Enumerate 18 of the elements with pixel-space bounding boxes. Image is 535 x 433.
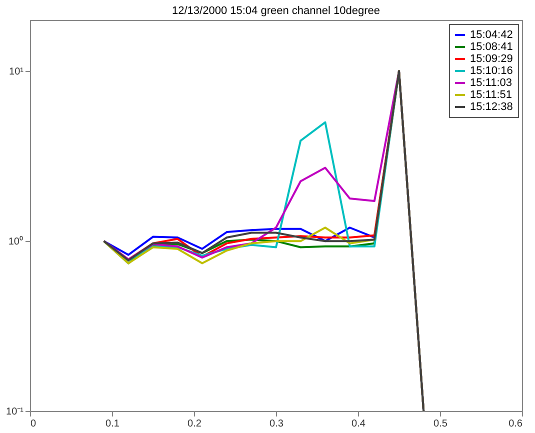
- y-tick-label: 10⁰: [8, 236, 24, 248]
- x-tick-label: 0.2: [188, 418, 202, 430]
- legend-label: 15:10:16: [470, 65, 513, 77]
- y-tick-label: 10¹: [9, 66, 24, 78]
- x-tick-label: 0.5: [434, 418, 448, 430]
- y-tick-label: 10⁻¹: [6, 406, 24, 418]
- x-tick-label: 0.3: [270, 418, 284, 430]
- x-tick-label: 0.6: [508, 418, 523, 430]
- legend-label: 15:11:51: [470, 89, 512, 101]
- legend-label: 15:11:03: [470, 77, 512, 89]
- chart-title: 12/13/2000 15:04 green channel 10degree: [172, 5, 380, 17]
- x-tick-label: 0.1: [106, 418, 120, 430]
- legend-label: 15:09:29: [470, 53, 513, 65]
- legend-label: 15:12:38: [470, 101, 513, 113]
- legend-label: 15:04:42: [470, 29, 513, 41]
- x-tick-label: 0: [30, 418, 36, 430]
- legend-label: 15:08:41: [470, 41, 513, 53]
- x-tick-label: 0.4: [352, 418, 366, 430]
